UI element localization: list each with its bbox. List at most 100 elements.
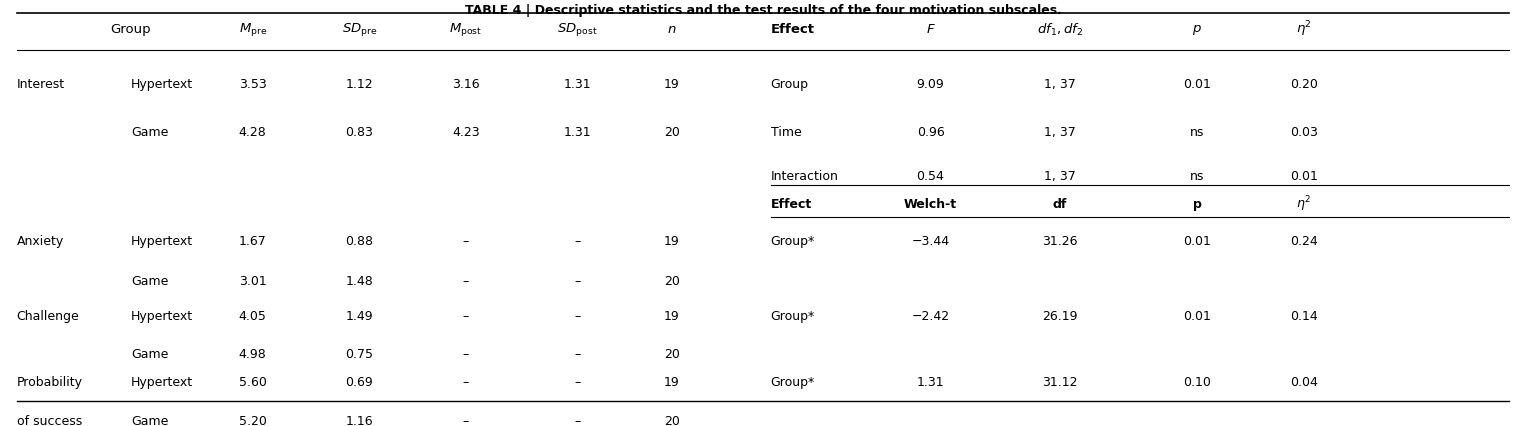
- Text: –: –: [462, 414, 468, 426]
- Text: Probability: Probability: [17, 376, 82, 389]
- Text: –: –: [462, 310, 468, 323]
- Text: Hypertext: Hypertext: [131, 235, 192, 248]
- Text: Group*: Group*: [771, 235, 815, 248]
- Text: –: –: [574, 414, 580, 426]
- Text: 1.12: 1.12: [345, 78, 374, 91]
- Text: 0.69: 0.69: [345, 376, 374, 389]
- Text: 20: 20: [664, 348, 679, 361]
- Text: −2.42: −2.42: [911, 310, 949, 323]
- Text: Group: Group: [771, 78, 809, 91]
- Text: 3.16: 3.16: [452, 78, 479, 91]
- Text: Hypertext: Hypertext: [131, 310, 192, 323]
- Text: $\mathit{F}$: $\mathit{F}$: [926, 23, 935, 36]
- Text: 1, 37: 1, 37: [1044, 170, 1076, 184]
- Text: 0.83: 0.83: [345, 126, 374, 139]
- Text: 0.96: 0.96: [917, 126, 945, 139]
- Text: 0.24: 0.24: [1289, 235, 1317, 248]
- Text: 20: 20: [664, 126, 679, 139]
- Text: 0.03: 0.03: [1289, 126, 1317, 139]
- Text: df: df: [1053, 198, 1067, 211]
- Text: Effect: Effect: [771, 198, 812, 211]
- Text: ns: ns: [1190, 170, 1204, 184]
- Text: 4.05: 4.05: [238, 310, 267, 323]
- Text: Effect: Effect: [771, 23, 815, 36]
- Text: 3.53: 3.53: [240, 78, 267, 91]
- Text: Game: Game: [131, 126, 168, 139]
- Text: Hypertext: Hypertext: [131, 376, 192, 389]
- Text: $\mathit{df}$$_\mathregular{1}$$\mathit{, df}$$_\mathregular{2}$: $\mathit{df}$$_\mathregular{1}$$\mathit{…: [1036, 22, 1083, 37]
- Text: $\mathit{M}_\mathregular{post}$: $\mathit{M}_\mathregular{post}$: [449, 21, 482, 38]
- Text: Anxiety: Anxiety: [17, 235, 64, 248]
- Text: 31.26: 31.26: [1042, 235, 1077, 248]
- Text: 1.49: 1.49: [345, 310, 374, 323]
- Text: 1.31: 1.31: [563, 126, 591, 139]
- Text: $\mathit{SD}_\mathregular{post}$: $\mathit{SD}_\mathregular{post}$: [557, 21, 597, 38]
- Text: p: p: [1193, 198, 1201, 211]
- Text: 0.88: 0.88: [345, 235, 374, 248]
- Text: TABLE 4 | Descriptive statistics and the test results of the four motivation sub: TABLE 4 | Descriptive statistics and the…: [464, 4, 1062, 17]
- Text: 0.01: 0.01: [1183, 78, 1212, 91]
- Text: Game: Game: [131, 275, 168, 288]
- Text: 4.98: 4.98: [240, 348, 267, 361]
- Text: 19: 19: [664, 235, 679, 248]
- Text: 0.01: 0.01: [1183, 310, 1212, 323]
- Text: 1.31: 1.31: [917, 376, 945, 389]
- Text: Interest: Interest: [17, 78, 64, 91]
- Text: 3.01: 3.01: [240, 275, 267, 288]
- Text: Game: Game: [131, 414, 168, 426]
- Text: $\mathit{SD}_\mathregular{pre}$: $\mathit{SD}_\mathregular{pre}$: [342, 21, 377, 38]
- Text: –: –: [574, 310, 580, 323]
- Text: –: –: [462, 348, 468, 361]
- Text: 31.12: 31.12: [1042, 376, 1077, 389]
- Text: 0.10: 0.10: [1183, 376, 1212, 389]
- Text: –: –: [574, 348, 580, 361]
- Text: 1.67: 1.67: [240, 235, 267, 248]
- Text: 0.01: 0.01: [1183, 235, 1212, 248]
- Text: 0.75: 0.75: [345, 348, 374, 361]
- Text: 4.28: 4.28: [240, 126, 267, 139]
- Text: $\mathit{p}$: $\mathit{p}$: [1192, 23, 1202, 37]
- Text: 26.19: 26.19: [1042, 310, 1077, 323]
- Text: 1, 37: 1, 37: [1044, 78, 1076, 91]
- Text: $\mathit{\eta}^2$: $\mathit{\eta}^2$: [1296, 20, 1312, 40]
- Text: 19: 19: [664, 376, 679, 389]
- Text: Welch-t: Welch-t: [903, 198, 957, 211]
- Text: 9.09: 9.09: [917, 78, 945, 91]
- Text: –: –: [462, 235, 468, 248]
- Text: –: –: [462, 376, 468, 389]
- Text: 0.54: 0.54: [917, 170, 945, 184]
- Text: Time: Time: [771, 126, 801, 139]
- Text: −3.44: −3.44: [911, 235, 949, 248]
- Text: $\mathit{\eta}^2$: $\mathit{\eta}^2$: [1296, 195, 1311, 214]
- Text: 5.20: 5.20: [238, 414, 267, 426]
- Text: 1.48: 1.48: [345, 275, 374, 288]
- Text: 20: 20: [664, 275, 679, 288]
- Text: 0.04: 0.04: [1289, 376, 1317, 389]
- Text: Interaction: Interaction: [771, 170, 838, 184]
- Text: Game: Game: [131, 348, 168, 361]
- Text: 4.23: 4.23: [452, 126, 479, 139]
- Text: ns: ns: [1190, 126, 1204, 139]
- Text: –: –: [574, 235, 580, 248]
- Text: 19: 19: [664, 78, 679, 91]
- Text: 20: 20: [664, 414, 679, 426]
- Text: 1, 37: 1, 37: [1044, 126, 1076, 139]
- Text: 1.31: 1.31: [563, 78, 591, 91]
- Text: –: –: [462, 275, 468, 288]
- Text: Group*: Group*: [771, 310, 815, 323]
- Text: 19: 19: [664, 310, 679, 323]
- Text: $\mathit{n}$: $\mathit{n}$: [667, 23, 676, 36]
- Text: –: –: [574, 275, 580, 288]
- Text: 5.60: 5.60: [238, 376, 267, 389]
- Text: 0.20: 0.20: [1289, 78, 1317, 91]
- Text: 0.01: 0.01: [1289, 170, 1317, 184]
- Text: Group*: Group*: [771, 376, 815, 389]
- Text: of success: of success: [17, 414, 82, 426]
- Text: Challenge: Challenge: [17, 310, 79, 323]
- Text: Group: Group: [110, 23, 151, 36]
- Text: $\mathit{M}_\mathregular{pre}$: $\mathit{M}_\mathregular{pre}$: [238, 21, 267, 38]
- Text: Hypertext: Hypertext: [131, 78, 192, 91]
- Text: 1.16: 1.16: [345, 414, 374, 426]
- Text: –: –: [574, 376, 580, 389]
- Text: 0.14: 0.14: [1289, 310, 1317, 323]
